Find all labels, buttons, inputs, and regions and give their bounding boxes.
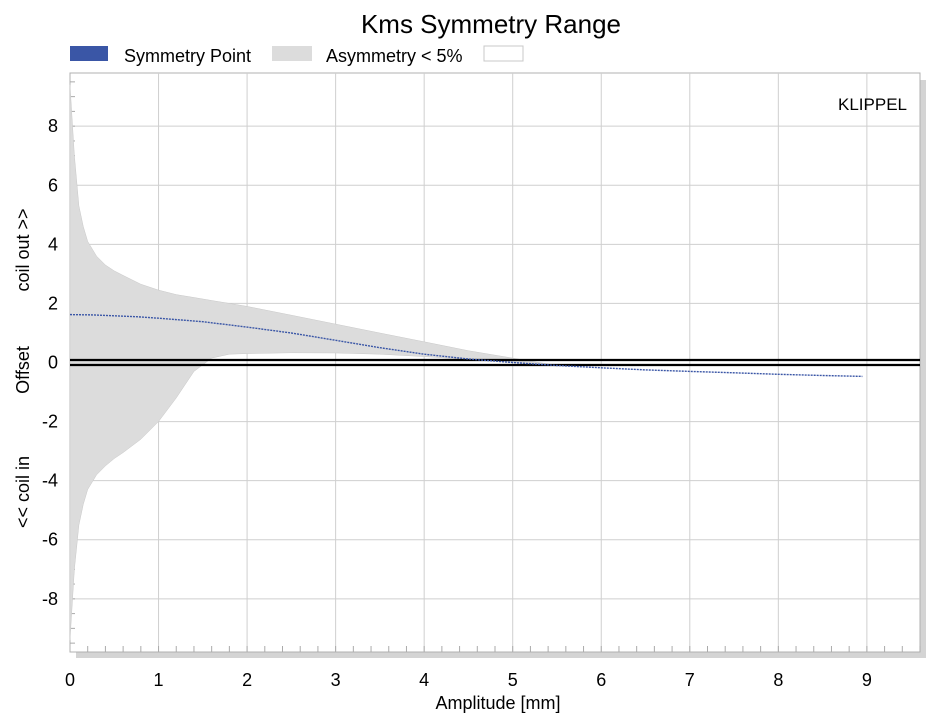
- y-tick-label: 8: [48, 116, 58, 136]
- legend-swatch-asymmetry: [272, 46, 312, 61]
- y-tick-label: 4: [48, 234, 58, 254]
- x-tick-label: 2: [242, 670, 252, 690]
- legend-label-asymmetry: Asymmetry < 5%: [326, 46, 463, 66]
- x-tick-label: 7: [685, 670, 695, 690]
- x-tick-label: 8: [773, 670, 783, 690]
- x-tick-label: 4: [419, 670, 429, 690]
- y-axis-label-top: coil out >>: [13, 208, 33, 291]
- y-tick-label: -8: [42, 589, 58, 609]
- y-axis-label-mid: Offset: [13, 346, 33, 394]
- y-axis-label-bottom: << coil in: [13, 456, 33, 528]
- x-tick-label: 6: [596, 670, 606, 690]
- plot-shadow-right: [920, 80, 926, 658]
- y-tick-label: 2: [48, 293, 58, 313]
- legend-swatch-empty: [483, 45, 524, 62]
- plot-shadow-bottom: [76, 652, 926, 658]
- legend-label-symmetry-point: Symmetry Point: [124, 46, 251, 66]
- legend-swatch-symmetry-point: [70, 46, 108, 61]
- klippel-watermark: KLIPPEL: [838, 95, 907, 114]
- chart-title: Kms Symmetry Range: [361, 9, 621, 39]
- x-tick-label: 3: [331, 670, 341, 690]
- symmetry-point-line: [69, 313, 863, 378]
- x-tick-label: 9: [862, 670, 872, 690]
- y-tick-label: -6: [42, 530, 58, 550]
- x-tick-label: 0: [65, 670, 75, 690]
- x-tick-label: 5: [508, 670, 518, 690]
- y-tick-label: -2: [42, 412, 58, 432]
- y-tick-label: -4: [42, 471, 58, 491]
- x-tick-labels: 0 1 2 3 4 5 6 7 8 9: [65, 670, 872, 690]
- y-tick-labels: -8 -6 -4 -2 0 2 4 6 8: [42, 116, 58, 609]
- x-tick-label: 1: [154, 670, 164, 690]
- zero-line: [70, 358, 920, 367]
- y-tick-label: 6: [48, 175, 58, 195]
- x-axis-label: Amplitude [mm]: [435, 693, 560, 713]
- y-tick-label: 0: [48, 353, 58, 373]
